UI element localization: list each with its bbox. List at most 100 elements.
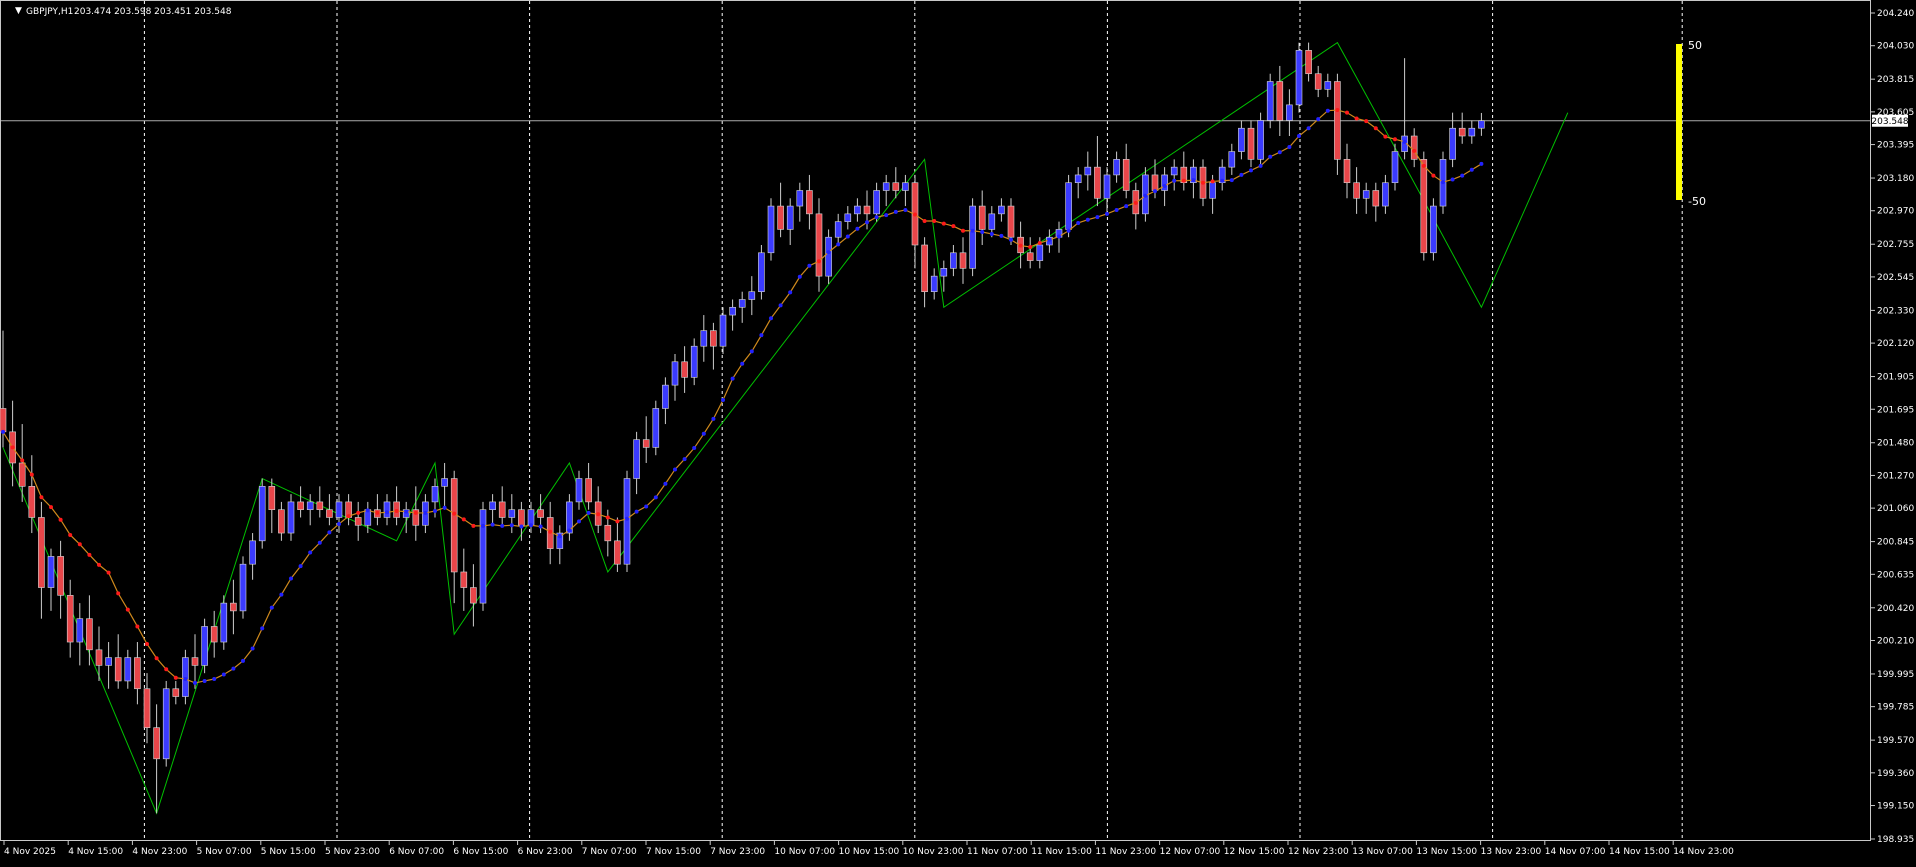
trend-marker (49, 505, 53, 510)
time-tick-label: 13 Nov 15:00 (1416, 847, 1477, 857)
candle (143, 673, 151, 744)
trend-marker (1105, 211, 1109, 216)
price-tick-label: 199.785 (1877, 703, 1914, 713)
candle (527, 501, 535, 534)
trend-marker (279, 592, 284, 597)
price-axis[interactable]: 204.240 204.030 203.815 203.605 203.395 203.1… (1870, 9, 1914, 845)
trend-marker (1469, 167, 1474, 172)
candle-body (1007, 205, 1015, 238)
trend-marker (193, 680, 197, 685)
candle (47, 548, 55, 611)
candle-body (1209, 182, 1216, 199)
time-tick-label: 14 Nov 07:00 (1545, 847, 1606, 857)
candle-body (201, 626, 208, 666)
trend-marker (807, 263, 812, 268)
trend-marker (1124, 204, 1129, 209)
dropdown-triangle-icon[interactable]: ▼ (15, 6, 22, 16)
candle (1468, 120, 1476, 144)
price-tick-label: 199.570 (1877, 736, 1914, 746)
candle (105, 642, 112, 689)
time-tick-label: 12 Nov 07:00 (1160, 847, 1221, 857)
price-tick-label: 199.360 (1877, 769, 1914, 779)
trend-marker (77, 542, 82, 547)
trend-marker (1479, 161, 1484, 166)
plot-frame (0, 0, 1871, 841)
candle-body (105, 657, 112, 666)
trend-marker (759, 333, 764, 338)
candle-body (623, 478, 631, 565)
trend-marker (173, 675, 178, 680)
trend-marker (951, 224, 956, 229)
price-tick-label: 200.210 (1877, 636, 1914, 646)
candle-body (1103, 174, 1111, 199)
candle-body (124, 657, 132, 682)
candle-body (1238, 127, 1245, 152)
trend-marker (1133, 200, 1138, 205)
trend-marker (845, 234, 850, 239)
trend-marker (529, 523, 533, 528)
candle (1094, 136, 1101, 207)
candle (1478, 112, 1485, 136)
candle (1305, 42, 1312, 82)
candle-body (767, 205, 775, 254)
trend-marker (10, 445, 15, 450)
trend-marker (1393, 137, 1397, 142)
candle (998, 198, 1005, 222)
price-tick-label: 202.545 (1877, 273, 1914, 283)
trend-marker (1201, 180, 1205, 185)
oscillator-bar: 50 -50 (1676, 39, 1706, 208)
candle (585, 462, 592, 510)
candle-body (652, 408, 660, 448)
candle-body (719, 314, 727, 347)
candle-body (210, 626, 218, 643)
candle (815, 198, 823, 292)
trend-marker (1037, 241, 1042, 246)
candle-body (527, 509, 535, 526)
candle (1026, 237, 1034, 269)
candle (297, 486, 304, 518)
trend-marker (212, 677, 217, 682)
candle (1122, 143, 1130, 199)
candle-body (950, 252, 957, 269)
candle-body (86, 618, 93, 651)
candle (681, 346, 688, 393)
candles-layer (0, 42, 1485, 814)
trend-marker (941, 221, 946, 226)
candle-body (153, 727, 160, 760)
trend-marker (308, 550, 313, 555)
candle-body (354, 517, 362, 526)
oscillator-fill (1676, 44, 1682, 200)
candle-body (604, 524, 612, 542)
candle-body (1113, 159, 1120, 176)
candle-body (614, 540, 621, 565)
trend-marker (1229, 178, 1234, 183)
candle-body (1257, 120, 1264, 160)
trend-marker (1047, 237, 1052, 242)
candle-body (806, 190, 813, 215)
trend-marker (231, 666, 236, 671)
trend-marker (836, 242, 841, 247)
trend-marker (365, 508, 370, 513)
candle-body (892, 182, 900, 191)
candle-body (28, 486, 36, 518)
trend-marker (913, 212, 917, 217)
candle (748, 276, 756, 316)
candle-body (316, 501, 324, 510)
candle (258, 478, 266, 549)
candle-body (825, 236, 832, 277)
trend-marker (548, 529, 553, 534)
candle-body (1161, 174, 1168, 191)
candle (191, 634, 199, 689)
candle-body (383, 501, 391, 518)
candle-body (537, 509, 544, 518)
candle (268, 478, 276, 534)
candle (172, 680, 180, 705)
time-tick-label: 5 Nov 15:00 (261, 847, 316, 857)
symbol-label: GBPJPY,H1 (26, 7, 73, 17)
time-axis[interactable]: 4 Nov 2025 4 Nov 15:00 4 Nov 23:00 5 Nov 07… (3, 840, 1734, 857)
candle-body (1430, 205, 1437, 254)
price-tick-label: 199.150 (1877, 802, 1914, 812)
trend-marker (749, 349, 754, 354)
